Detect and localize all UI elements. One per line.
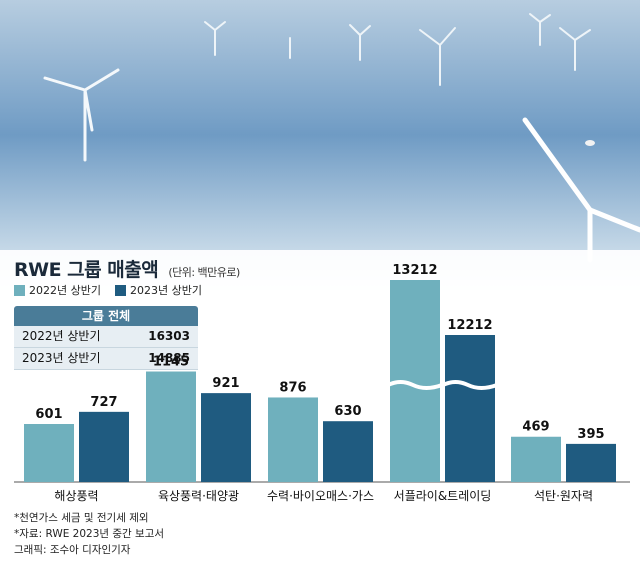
footnote: *천연가스 세금 및 전기세 제외	[14, 512, 149, 524]
data-label: 395	[577, 427, 604, 442]
wind-turbine-icon	[522, 117, 640, 263]
bar-2022	[511, 436, 561, 482]
bar-2023	[323, 421, 373, 482]
chart-title: RWE 그룹 매출액 (단위: 백만유로)	[14, 255, 240, 282]
axis-break-mark	[442, 380, 498, 390]
footnotes: *천연가스 세금 및 전기세 제외 *자료: RWE 2023년 중간 보고서 …	[14, 510, 164, 558]
data-label: 601	[35, 407, 62, 422]
bar-2022	[268, 397, 318, 482]
footnote: 그래픽: 조수아 디자인기자	[14, 544, 131, 556]
data-label: 876	[279, 380, 306, 395]
row-value: 16303	[148, 329, 190, 343]
data-label: 13212	[392, 263, 437, 278]
bar-2022	[24, 424, 74, 482]
category-label: 석탄·원자력	[534, 489, 593, 503]
data-label: 469	[522, 420, 549, 435]
legend-item-2022: 2022년 상반기	[14, 282, 101, 298]
row-value: 14885	[148, 351, 190, 365]
legend-item-2023: 2023년 상반기	[114, 282, 202, 298]
bar-2023	[445, 335, 495, 482]
table-row: 2023년 상반기 14885	[14, 348, 198, 370]
data-label: 727	[90, 395, 117, 410]
legend-swatch	[114, 284, 126, 296]
data-label: 921	[212, 376, 239, 391]
table-header: 그룹 전체	[14, 306, 198, 326]
category-label: 해상풍력	[54, 489, 98, 503]
row-label: 2023년 상반기	[22, 351, 101, 365]
wind-turbine-icon	[43, 68, 120, 162]
axis-break-mark	[387, 380, 443, 390]
data-label: 12212	[447, 318, 492, 333]
category-label: 서플라이&트레이딩	[394, 489, 492, 503]
legend-swatch	[14, 284, 25, 296]
table-row: 2022년 상반기 16303	[14, 326, 198, 348]
data-label: 1145	[153, 355, 189, 370]
legend-label: 2022년 상반기	[29, 284, 101, 297]
footnote: *자료: RWE 2023년 중간 보고서	[14, 528, 165, 540]
category-label: 육상풍력·태양광	[158, 489, 239, 503]
group-total-table: 그룹 전체 2022년 상반기 16303 2023년 상반기 14885	[14, 306, 198, 370]
boat-icon	[585, 140, 595, 146]
row-label: 2022년 상반기	[22, 329, 101, 343]
legend-label: 2023년 상반기	[129, 284, 202, 297]
category-label: 수력·바이오매스·가스	[267, 489, 374, 503]
bar-2022	[146, 371, 196, 482]
data-label: 630	[334, 404, 361, 419]
wind-turbine-icon	[204, 13, 591, 86]
unit-label: (단위: 백만유로)	[168, 266, 240, 279]
bar-2023	[201, 393, 251, 482]
legend: 2022년 상반기 2023년 상반기	[14, 282, 202, 298]
bar-2023	[566, 443, 616, 482]
title-text: RWE 그룹 매출액	[14, 259, 159, 281]
bar-2023	[79, 411, 129, 482]
